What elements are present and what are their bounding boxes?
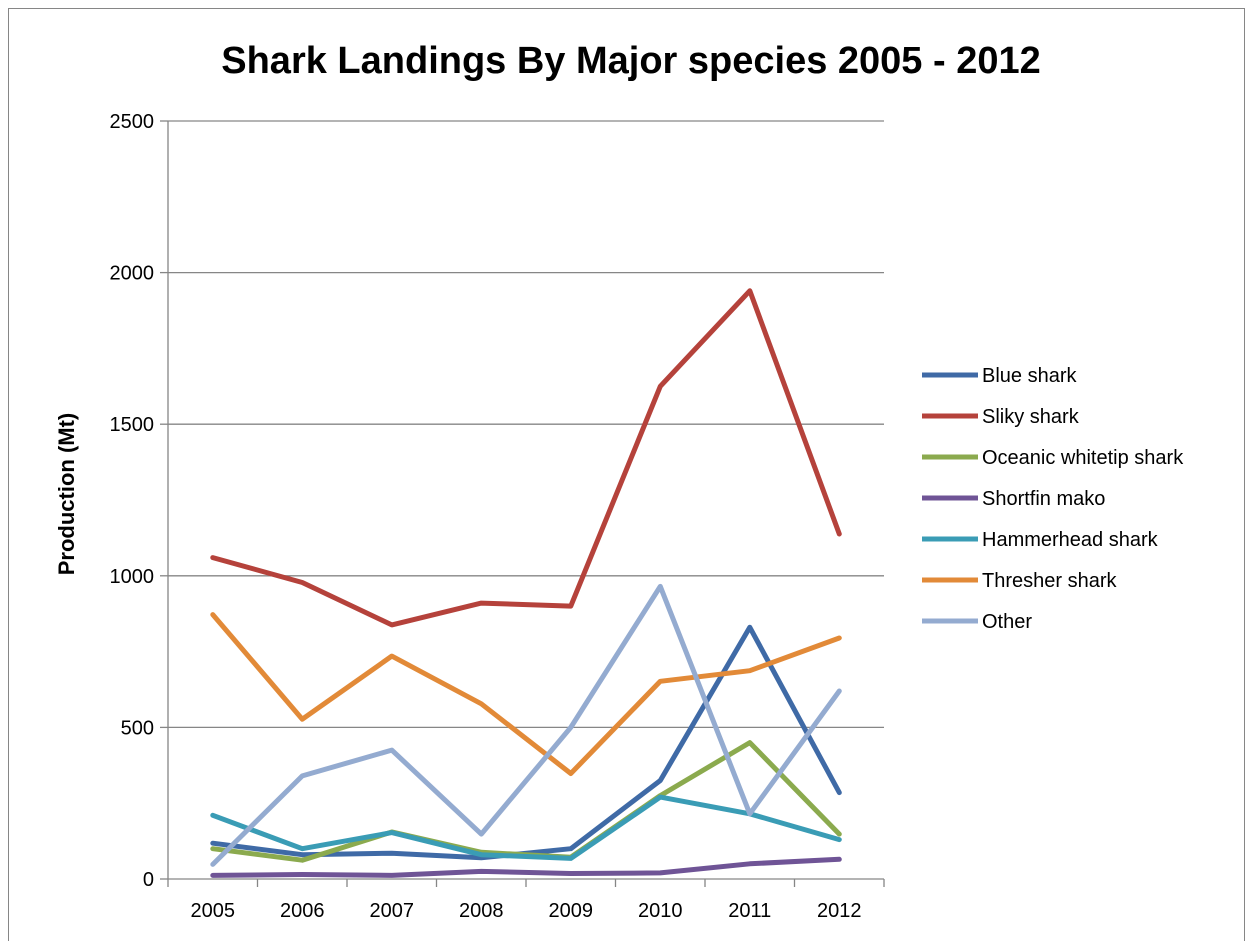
axes — [160, 120, 885, 887]
x-tick-label: 2007 — [370, 900, 415, 922]
series-line-other — [210, 583, 842, 867]
x-tick-label: 2008 — [459, 900, 504, 922]
legend-item: Sliky shark — [922, 406, 1080, 428]
legend-label: Blue shark — [982, 365, 1077, 387]
legend-item: Other — [922, 611, 1032, 633]
y-tick-labels: 0 500 1000 1500 2000 2500 — [110, 111, 155, 891]
legend-label: Shortfin mako — [982, 488, 1105, 510]
legend-label: Hammerhead shark — [982, 529, 1159, 551]
series-lines — [210, 288, 842, 878]
y-tick-label: 1000 — [110, 566, 155, 588]
x-tick-label: 2009 — [549, 900, 594, 922]
legend-item: Oceanic whitetip shark — [922, 447, 1184, 469]
series-line-hammerhead-shark — [210, 794, 842, 861]
y-tick-label: 2000 — [110, 263, 155, 285]
legend-label: Other — [982, 611, 1032, 633]
series-line-sliky-shark — [210, 288, 842, 628]
legend-label: Oceanic whitetip shark — [982, 447, 1184, 469]
legend-label: Thresher shark — [982, 570, 1117, 592]
legend-label: Sliky shark — [982, 406, 1080, 428]
series-line-thresher-shark — [210, 612, 842, 776]
legend-item: Hammerhead shark — [922, 529, 1159, 551]
chart-title: Shark Landings By Major species 2005 - 2… — [221, 40, 1041, 82]
legend: Blue shark Sliky shark Oceanic whitetip sh… — [922, 365, 1184, 633]
x-tick-label: 2006 — [280, 900, 325, 922]
legend-item: Thresher shark — [922, 570, 1117, 592]
legend-item: Shortfin mako — [922, 488, 1105, 510]
x-tick-label: 2012 — [817, 900, 862, 922]
series-line-shortfin-mako — [210, 856, 842, 878]
gridlines — [168, 120, 884, 729]
x-tick-labels: 2005 2006 2007 2008 2009 2010 2011 2012 — [191, 900, 862, 922]
x-tick-label: 2011 — [728, 900, 771, 922]
y-tick-label: 500 — [121, 717, 154, 739]
legend-item: Blue shark — [922, 365, 1077, 387]
y-tick-label: 0 — [143, 869, 154, 891]
y-axis-label: Production (Mt) — [54, 413, 79, 576]
x-tick-label: 2010 — [638, 900, 683, 922]
y-tick-label: 2500 — [110, 111, 155, 133]
y-tick-label: 1500 — [110, 414, 155, 436]
x-tick-label: 2005 — [191, 900, 236, 922]
